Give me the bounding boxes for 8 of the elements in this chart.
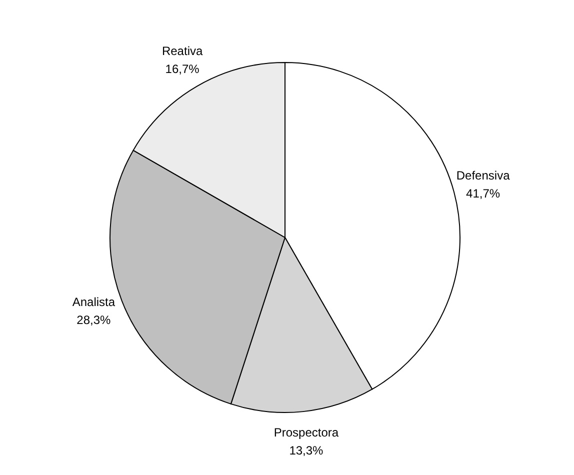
slice-label: Prospectora — [274, 425, 339, 440]
data-label: 13,3% — [289, 443, 324, 458]
slice-label: Defensiva — [456, 168, 510, 183]
data-label: 16,7% — [165, 62, 200, 76]
data-label: 41,7% — [466, 186, 500, 201]
slice-label: Reativa — [162, 44, 203, 58]
slice-label: Analista — [72, 295, 116, 310]
data-label: 28,3% — [76, 313, 112, 328]
